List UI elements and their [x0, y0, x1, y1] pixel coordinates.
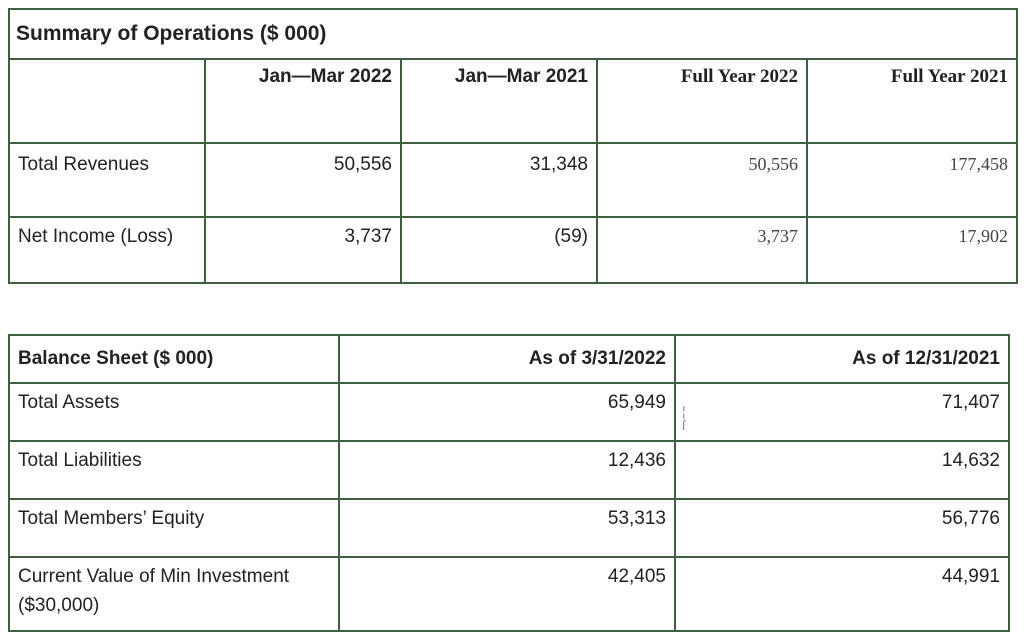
table-cell: 177,458: [805, 142, 1019, 218]
table-row: Total Assets 65,949 71,407: [8, 382, 1010, 442]
balance-header-row: Balance Sheet ($ 000) As of 3/31/2022 As…: [8, 334, 1010, 384]
table-cell: (59): [400, 216, 598, 284]
summary-col-header: Jan—Mar 2022: [204, 58, 402, 144]
summary-header-row: Jan—Mar 2022 Jan—Mar 2021 Full Year 2022…: [8, 58, 1019, 144]
table-cell: 42,405: [338, 556, 676, 632]
table-cell: 65,949: [338, 382, 676, 442]
row-label: Total Assets: [8, 382, 340, 442]
balance-col-header: As of 12/31/2021: [674, 334, 1010, 384]
summary-of-operations-table: Summary of Operations ($ 000) Jan—Mar 20…: [7, 8, 1019, 284]
table-row: Total Liabilities 12,436 14,632: [8, 440, 1010, 500]
summary-col-header: Jan—Mar 2021: [400, 58, 598, 144]
summary-col-header: Full Year 2022: [596, 58, 808, 144]
table-cell: 56,776: [674, 498, 1010, 558]
table-cell: 3,737: [204, 216, 402, 284]
table-cell: 17,902: [805, 216, 1019, 284]
table-cell: 12,436: [338, 440, 676, 500]
row-label: Total Liabilities: [8, 440, 340, 500]
balance-table-title: Balance Sheet ($ 000): [8, 334, 340, 384]
row-label: Current Value of Min Investment ($30,000…: [8, 556, 340, 632]
summary-table-title: Summary of Operations ($ 000): [7, 8, 1019, 60]
table-cell: 14,632: [674, 440, 1010, 500]
table-row: Current Value of Min Investment ($30,000…: [8, 556, 1010, 632]
table-cell: 53,313: [338, 498, 676, 558]
table-cell: 50,556: [204, 142, 402, 218]
table-cell: 50,556: [596, 142, 808, 218]
summary-header-empty: [8, 58, 206, 144]
table-cell: 44,991: [674, 556, 1010, 632]
summary-col-header: Full Year 2021: [805, 58, 1019, 144]
table-row: Net Income (Loss) 3,737 (59) 3,737 17,90…: [8, 216, 1019, 284]
row-label: Total Revenues: [8, 142, 206, 218]
table-row: Total Members’ Equity 53,313 56,776: [8, 498, 1010, 558]
scan-artifact-mark: ¦ ſ: [682, 403, 686, 433]
row-label: Total Members’ Equity: [8, 498, 340, 558]
table-row: Total Revenues 50,556 31,348 50,556 177,…: [8, 142, 1019, 218]
table-cell: 71,407: [674, 382, 1010, 442]
balance-sheet-table: Balance Sheet ($ 000) As of 3/31/2022 As…: [8, 334, 1010, 632]
row-label: Net Income (Loss): [8, 216, 206, 284]
balance-col-header: As of 3/31/2022: [338, 334, 676, 384]
table-cell: 3,737: [596, 216, 808, 284]
table-cell: 31,348: [400, 142, 598, 218]
